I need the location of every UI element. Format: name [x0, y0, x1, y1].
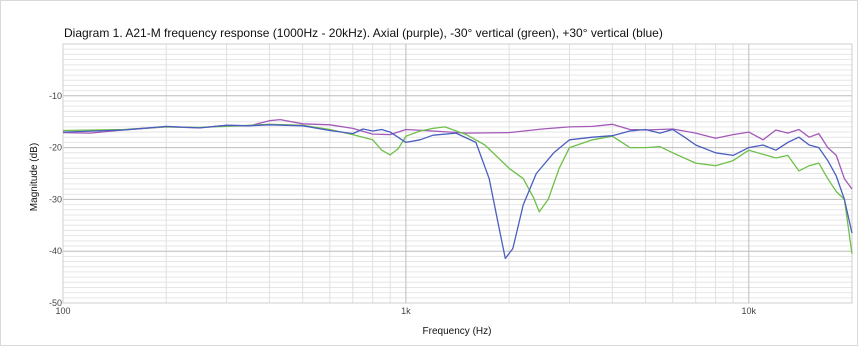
y-tick-label: -10 [49, 91, 62, 101]
y-tick-label: -50 [49, 298, 62, 308]
y-tick-label: -40 [49, 246, 62, 256]
plot-border [62, 43, 853, 304]
minor-gridlines [63, 44, 853, 303]
series-line-1 [62, 118, 853, 190]
x-tick-label: 1k [401, 306, 411, 316]
y-axis-label: Magnitude (dB) [29, 143, 40, 211]
series-line-3 [62, 124, 853, 260]
x-tick-label: 10k [742, 306, 757, 316]
chart-title: Diagram 1. A21-M frequency response (100… [64, 26, 663, 40]
series-layer [62, 118, 853, 260]
plot-area-border [62, 43, 853, 304]
series-line-2 [62, 123, 853, 254]
x-axis-label: Frequency (Hz) [423, 326, 492, 337]
y-tick-labels: -10 -20 -30 -40 -50 [49, 91, 62, 308]
x-tick-label: 100 [55, 306, 70, 316]
x-tick-labels: 100 1k 10k [55, 306, 756, 316]
y-tick-label: -20 [49, 143, 62, 153]
y-tick-label: -30 [49, 194, 62, 204]
